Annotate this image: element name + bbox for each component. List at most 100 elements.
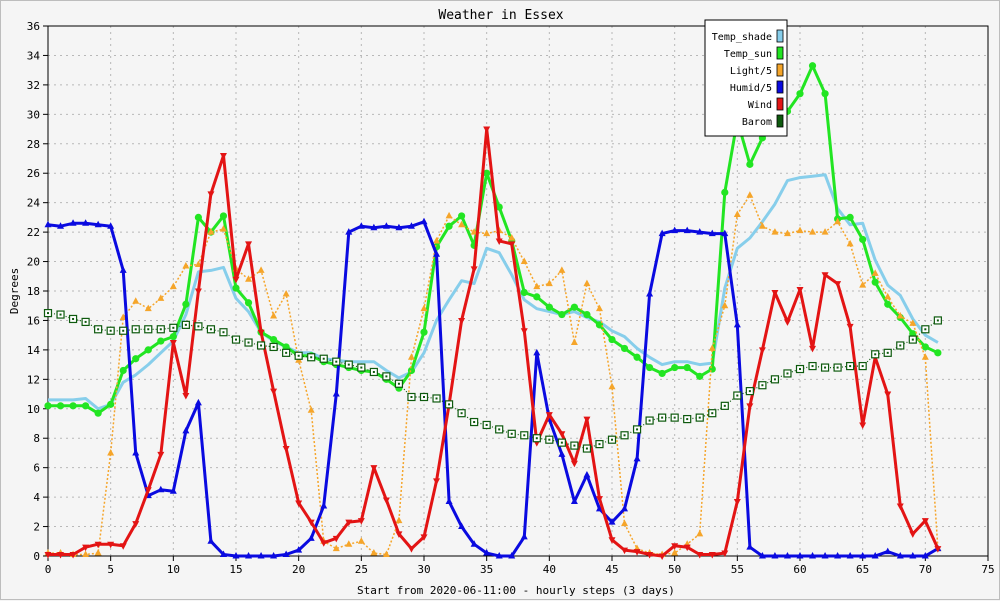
x-axis-label: Start from 2020-06-11:00 - hourly steps … xyxy=(357,584,675,597)
data-point xyxy=(671,363,679,372)
data-point xyxy=(483,549,491,556)
y-tick-label: 32 xyxy=(27,79,40,92)
data-point xyxy=(671,549,679,556)
data-point xyxy=(871,552,879,559)
data-point xyxy=(708,552,716,559)
data-point xyxy=(708,229,716,237)
data-point-dot xyxy=(849,365,852,368)
data-point xyxy=(132,521,140,528)
data-point xyxy=(771,228,779,235)
data-point xyxy=(357,518,365,525)
data-point xyxy=(746,191,754,198)
legend-swatch xyxy=(776,46,784,60)
legend-box xyxy=(704,19,788,137)
data-point xyxy=(621,519,629,527)
data-point xyxy=(633,454,641,462)
data-point xyxy=(896,552,904,559)
data-point xyxy=(808,62,817,70)
data-point xyxy=(433,478,441,485)
data-point xyxy=(921,552,929,559)
y-tick-label: 26 xyxy=(27,167,40,180)
data-point xyxy=(758,222,766,229)
data-point xyxy=(257,329,265,337)
data-point xyxy=(884,292,892,300)
data-point xyxy=(671,543,679,550)
data-point-dot xyxy=(573,444,576,447)
data-point xyxy=(909,319,917,326)
data-point xyxy=(646,552,654,559)
data-point-dot xyxy=(335,360,338,363)
data-point xyxy=(157,294,165,301)
data-point xyxy=(871,278,879,286)
data-point xyxy=(169,333,177,341)
data-point xyxy=(57,222,65,229)
data-point xyxy=(282,289,290,297)
y-tick-label: 2 xyxy=(33,521,40,534)
data-point xyxy=(520,288,528,297)
data-point-dot xyxy=(310,356,313,359)
data-point-dot xyxy=(623,434,626,437)
data-point xyxy=(194,288,202,295)
series-line xyxy=(48,173,939,411)
data-point-dot xyxy=(423,396,425,398)
data-point xyxy=(846,239,854,247)
data-point xyxy=(783,552,791,559)
data-point xyxy=(182,261,190,269)
data-point xyxy=(395,516,403,524)
data-point xyxy=(245,552,253,559)
data-point xyxy=(821,552,829,559)
y-tick-label: 28 xyxy=(27,138,40,151)
data-point xyxy=(658,553,666,560)
legend-label: Temp_shade xyxy=(712,32,772,43)
series-temp-shade xyxy=(48,173,939,411)
data-point-dot xyxy=(72,317,75,320)
data-point xyxy=(633,549,641,556)
data-point xyxy=(144,304,152,312)
data-point xyxy=(809,345,817,353)
data-point xyxy=(846,213,854,221)
x-tick-label: 25 xyxy=(355,563,368,576)
data-point xyxy=(257,266,265,273)
data-point xyxy=(909,531,917,538)
data-point xyxy=(370,549,378,556)
data-point xyxy=(533,293,541,301)
data-point xyxy=(809,552,817,559)
data-point xyxy=(69,219,77,226)
data-point-dot xyxy=(661,416,664,419)
data-point-dot xyxy=(773,378,776,381)
data-point xyxy=(696,228,704,235)
x-tick-label: 75 xyxy=(981,563,994,576)
legend-label: Temp_sun xyxy=(724,49,772,60)
data-point xyxy=(796,552,804,559)
data-point xyxy=(758,552,766,559)
data-point xyxy=(458,212,466,220)
data-point-dot xyxy=(598,443,601,446)
legend-swatch xyxy=(776,80,784,94)
data-point xyxy=(182,393,190,400)
data-point-dot xyxy=(247,341,250,344)
data-point xyxy=(783,229,791,237)
data-point-dot xyxy=(711,412,714,415)
data-point xyxy=(219,550,227,558)
data-point xyxy=(783,319,791,326)
data-point-dot xyxy=(372,370,375,373)
data-point xyxy=(746,160,754,168)
data-point xyxy=(834,552,842,559)
data-point xyxy=(520,532,528,540)
data-point xyxy=(608,335,616,344)
data-point xyxy=(420,534,428,541)
data-point xyxy=(583,310,591,319)
data-point xyxy=(483,169,491,177)
data-point xyxy=(558,310,566,319)
data-point xyxy=(307,406,315,413)
x-tick-label: 10 xyxy=(167,563,180,576)
data-point xyxy=(295,500,303,507)
data-point-dot xyxy=(297,354,300,357)
data-point xyxy=(520,328,528,335)
data-point xyxy=(570,460,578,468)
series-line xyxy=(48,127,940,558)
data-point-dot xyxy=(147,328,150,331)
data-point xyxy=(56,402,65,410)
data-point xyxy=(721,229,729,237)
